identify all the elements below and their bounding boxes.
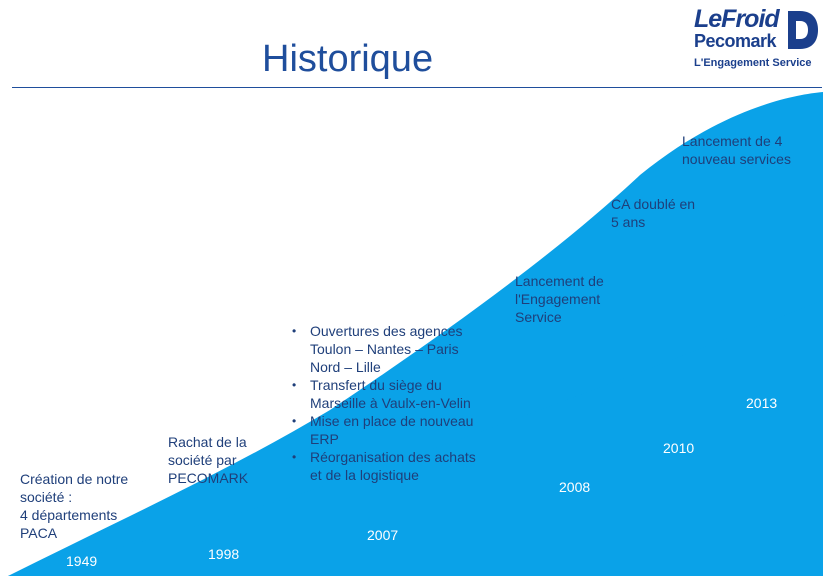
- milestone-1949-text: Création de notre société : 4 départemen…: [20, 471, 129, 541]
- page-title: Historique: [262, 38, 434, 80]
- milestone-2013-text: Lancement de 4 nouveau services: [682, 133, 791, 167]
- year-2008: 2008: [559, 479, 591, 495]
- bullet-logistics: Réorganisation des achats et de la logis…: [292, 448, 476, 484]
- year-2007: 2007: [367, 527, 399, 543]
- bullet-erp: Mise en place de nouveau ERP: [292, 412, 476, 448]
- year-1998: 1998: [208, 546, 240, 562]
- milestone-2008-text: Lancement de l'Engagement Service: [515, 273, 604, 325]
- logo-line-1: LeFroid: [694, 5, 780, 33]
- year-2013: 2013: [746, 395, 778, 411]
- title-underline: [12, 87, 822, 88]
- d-letter-icon: [788, 11, 818, 49]
- bullet-hq-transfer: Transfert du siège du Marseille à Vaulx-…: [292, 376, 476, 412]
- milestone-2010-text: CA doublé en 5 ans: [611, 196, 696, 230]
- milestone-1998-text: Rachat de la société par PECOMARK: [168, 434, 249, 486]
- logo-tagline: L'Engagement Service: [694, 57, 812, 69]
- milestone-2007-bullets: Ouvertures des agences Toulon – Nantes –…: [292, 322, 476, 484]
- year-2010: 2010: [663, 440, 695, 456]
- company-logo: LeFroid Pecomark L'Engagement Service: [690, 3, 822, 75]
- logo-line-2: Pecomark: [694, 31, 777, 51]
- year-1949: 1949: [66, 553, 98, 569]
- bullet-agencies: Ouvertures des agences Toulon – Nantes –…: [292, 322, 476, 376]
